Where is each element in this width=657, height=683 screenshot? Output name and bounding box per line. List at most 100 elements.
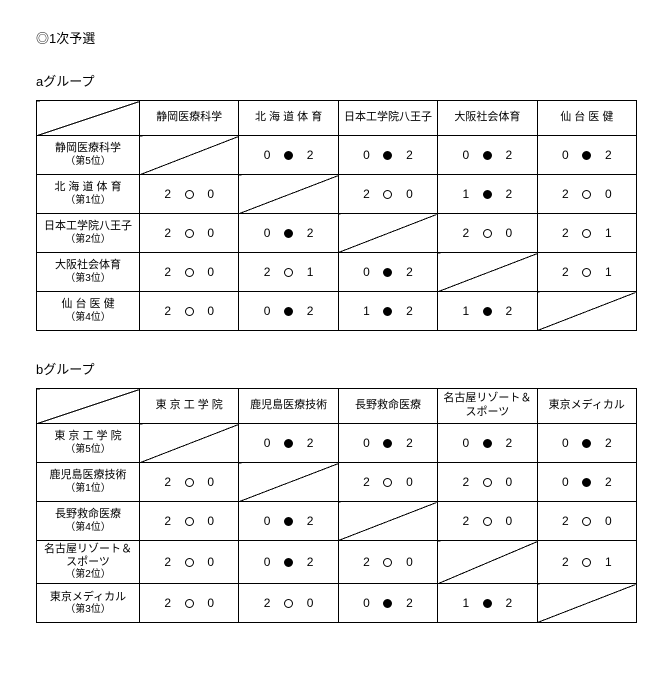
score-cell: 12 [438, 584, 537, 623]
team-rank: （第4位） [41, 522, 135, 534]
score-cell: 02 [239, 424, 338, 463]
table-row: 長野救命医療（第4位）20022020 [37, 502, 637, 541]
score-left: 0 [461, 148, 471, 162]
self-cell [140, 136, 239, 175]
score-cell: 02 [239, 214, 338, 253]
score-right: 2 [504, 596, 514, 610]
score-cell: 20 [140, 584, 239, 623]
score-right: 2 [305, 304, 315, 318]
score-right: 0 [206, 226, 216, 240]
loss-icon [383, 599, 392, 608]
score-left: 0 [361, 436, 371, 450]
score-cell: 20 [338, 175, 437, 214]
score-right: 2 [305, 436, 315, 450]
group-title: aグループ [36, 71, 637, 90]
score-left: 2 [262, 596, 272, 610]
score-cell: 20 [338, 463, 437, 502]
score-right: 2 [603, 148, 613, 162]
row-header: 大阪社会体育（第3位） [37, 253, 140, 292]
self-cell [438, 541, 537, 584]
score-right: 0 [603, 187, 613, 201]
loss-icon [582, 478, 591, 487]
score-cell: 02 [239, 502, 338, 541]
score-right: 2 [404, 304, 414, 318]
team-name: 名古屋リゾート＆スポーツ [41, 543, 135, 569]
table-row: 名古屋リゾート＆スポーツ（第2位）20022021 [37, 541, 637, 584]
score-right: 2 [603, 475, 613, 489]
score-left: 2 [163, 226, 173, 240]
score-left: 2 [163, 187, 173, 201]
score-cell: 20 [140, 463, 239, 502]
win-icon [582, 190, 591, 199]
score-right: 0 [206, 596, 216, 610]
score-right: 0 [504, 514, 514, 528]
score-left: 2 [560, 555, 570, 569]
loss-icon [483, 151, 492, 160]
score-left: 0 [262, 304, 272, 318]
score-right: 0 [206, 514, 216, 528]
score-left: 2 [560, 265, 570, 279]
score-left: 2 [461, 514, 471, 528]
score-cell: 21 [537, 214, 636, 253]
score-right: 2 [504, 304, 514, 318]
loss-icon [582, 439, 591, 448]
win-icon [284, 599, 293, 608]
score-right: 1 [603, 265, 613, 279]
loss-icon [284, 558, 293, 567]
team-name: 大阪社会体育 [41, 259, 135, 272]
score-left: 2 [163, 514, 173, 528]
score-cell: 20 [140, 292, 239, 331]
table-row: 日本工学院八王子（第2位）20022021 [37, 214, 637, 253]
self-cell [338, 214, 437, 253]
score-left: 2 [163, 596, 173, 610]
score-right: 2 [504, 187, 514, 201]
score-cell: 12 [438, 175, 537, 214]
score-right: 2 [504, 148, 514, 162]
score-cell: 20 [438, 214, 537, 253]
row-header: 日本工学院八王子（第2位） [37, 214, 140, 253]
score-left: 0 [361, 596, 371, 610]
score-cell: 20 [239, 584, 338, 623]
score-left: 0 [560, 436, 570, 450]
team-name: 東京メディカル [41, 591, 135, 604]
loss-icon [284, 517, 293, 526]
win-icon [185, 558, 194, 567]
row-header: 長野救命医療（第4位） [37, 502, 140, 541]
score-cell: 02 [338, 253, 437, 292]
score-left: 2 [163, 304, 173, 318]
score-left: 0 [262, 514, 272, 528]
score-left: 2 [560, 514, 570, 528]
score-right: 2 [404, 596, 414, 610]
score-right: 2 [603, 436, 613, 450]
loss-icon [284, 151, 293, 160]
team-rank: （第2位） [41, 569, 135, 581]
score-right: 1 [603, 226, 613, 240]
score-cell: 02 [338, 584, 437, 623]
score-left: 2 [163, 475, 173, 489]
score-right: 2 [305, 226, 315, 240]
win-icon [185, 599, 194, 608]
score-right: 2 [305, 555, 315, 569]
header-corner [37, 389, 140, 424]
score-right: 0 [206, 475, 216, 489]
results-table: 静岡医療科学北 海 道 体 育日本工学院八王子大阪社会体育仙 台 医 健静岡医療… [36, 100, 637, 331]
self-cell [338, 502, 437, 541]
score-right: 0 [504, 475, 514, 489]
column-header: 東 京 工 学 院 [140, 389, 239, 424]
row-header: 仙 台 医 健（第4位） [37, 292, 140, 331]
score-cell: 20 [438, 463, 537, 502]
score-cell: 21 [239, 253, 338, 292]
score-cell: 02 [239, 292, 338, 331]
win-icon [185, 268, 194, 277]
score-left: 0 [262, 555, 272, 569]
score-cell: 20 [140, 175, 239, 214]
table-row: 仙 台 医 健（第4位）20021212 [37, 292, 637, 331]
column-header: 大阪社会体育 [438, 101, 537, 136]
score-right: 2 [404, 148, 414, 162]
score-right: 0 [603, 514, 613, 528]
win-icon [383, 190, 392, 199]
score-cell: 02 [338, 136, 437, 175]
score-cell: 02 [537, 136, 636, 175]
row-header: 鹿児島医療技術（第1位） [37, 463, 140, 502]
loss-icon [383, 307, 392, 316]
